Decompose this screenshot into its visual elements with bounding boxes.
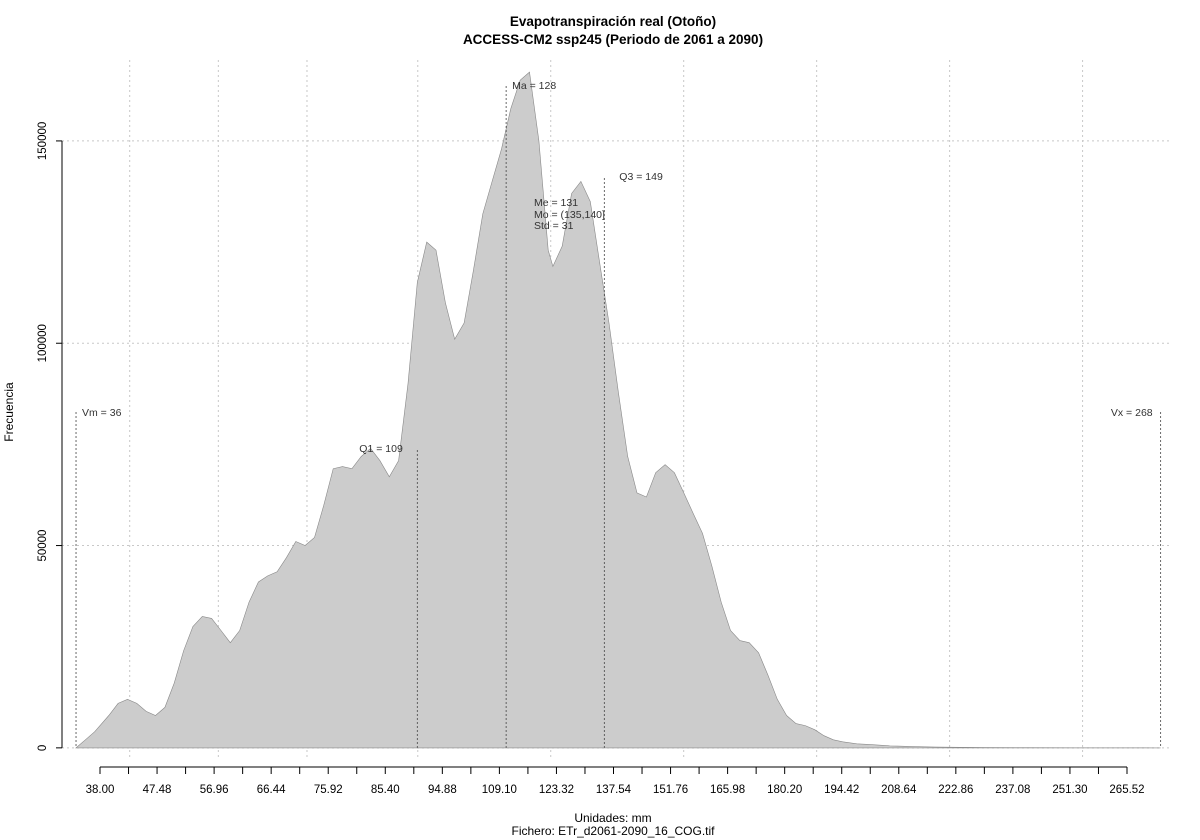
x-tick-label-11: 165.98 [710,784,745,796]
stat-label-vm: Vm = 36 [82,407,122,419]
x-tick-label-3: 66.44 [257,784,286,796]
x-axis: 38.00 47.48 56.96 66.44 75.92 85.40 94.88 109.1… [86,766,1145,796]
x-tick-label-15: 222.86 [938,784,973,796]
x-tick-label-16: 237.08 [995,784,1030,796]
stat-lines [75,86,1162,748]
stat-labels: Vm = 36 Q1 = 109 Ma = 128 Me = 131 Mo = … [82,80,1153,455]
stat-label-q3: Q3 = 149 [619,171,663,183]
y-axis-label: Frecuencia [2,382,16,442]
x-tick-label-9: 137.54 [596,784,632,796]
x-tick-label-8: 123.32 [539,784,574,796]
y-axis: 0 50000 100000 150000 [37,122,63,751]
stat-label-vx: Vx = 268 [1111,407,1153,419]
x-tick-label-7: 109.10 [482,784,517,796]
x-tick-label-14: 208.64 [881,784,917,796]
x-tick-label-13: 194.42 [824,784,859,796]
x-tick-label-6: 94.88 [428,784,457,796]
density-area [75,71,1161,749]
y-tick-label-1: 50000 [37,530,49,562]
chart-subtitle: ACCESS-CM2 ssp245 (Periodo de 2061 a 209… [463,32,763,47]
stat-label-ma: Ma = 128 [512,80,556,92]
chart-title: Evapotranspiración real (Otoño) [510,14,716,29]
x-tick-label-5: 85.40 [371,784,400,796]
y-tick-label-3: 150000 [37,122,49,160]
x-tick-label-4: 75.92 [314,784,343,796]
x-tick-label-10: 151.76 [653,784,688,796]
x-tick-label-2: 56.96 [200,784,229,796]
stat-label-std: Std = 31 [534,220,574,232]
x-tick-label-1: 47.48 [143,784,172,796]
source-file-label: Fichero: ETr_d2061-2090_16_COG.tif [512,824,716,838]
x-tick-label-0: 38.00 [86,784,115,796]
x-tick-label-17: 251.30 [1052,784,1087,796]
stat-label-me: Me = 131 [534,197,578,209]
y-tick-label-0: 0 [37,745,49,751]
x-tick-label-12: 180.20 [767,784,802,796]
x-axis-label: Unidades: mm [574,811,651,825]
y-tick-label-2: 100000 [37,324,49,362]
stat-label-mo: Mo = (135,140] [534,209,605,221]
x-tick-label-18: 265.52 [1109,784,1144,796]
stat-label-q1: Q1 = 109 [359,443,403,455]
